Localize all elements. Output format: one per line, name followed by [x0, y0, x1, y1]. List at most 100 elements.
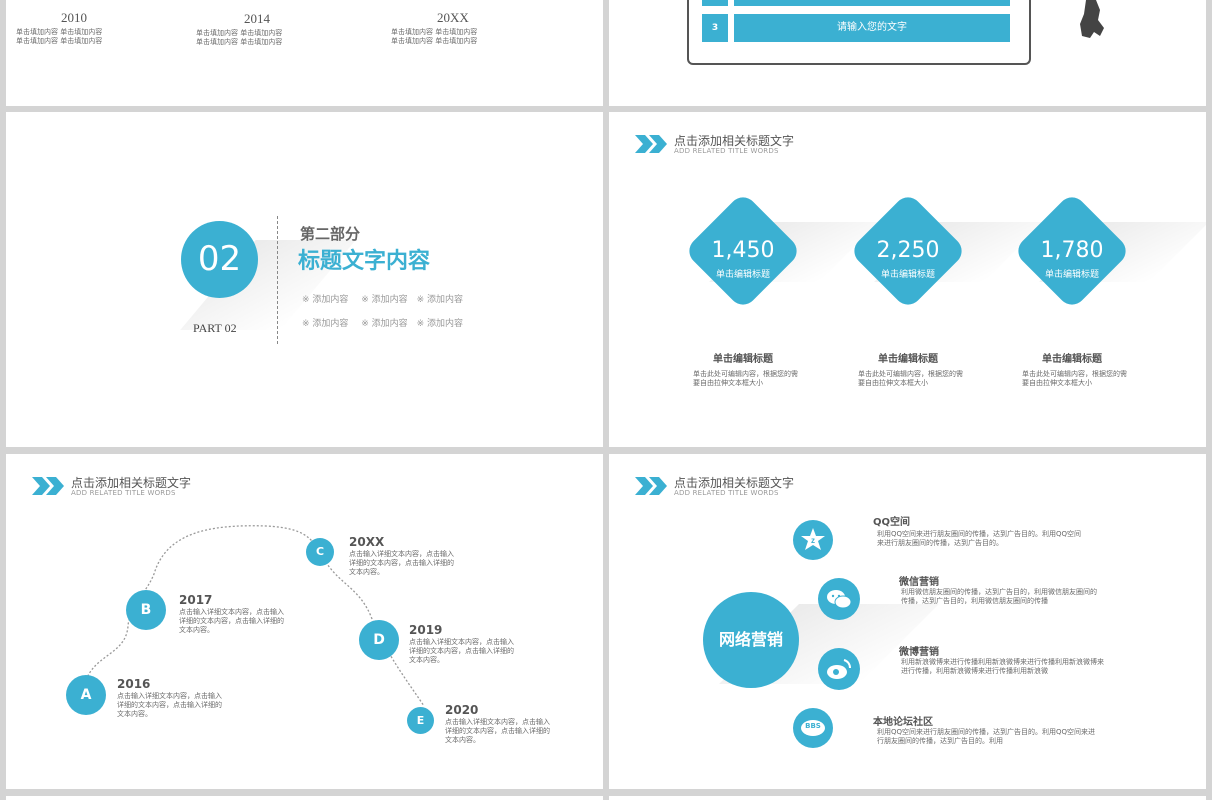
- slide-subtitle: ADD RELATED TITLE WORDS: [71, 489, 176, 497]
- stat-value: 1,780: [1040, 238, 1104, 263]
- marketing-item-desc: 利用微信朋友圈间的传播，达到广告目的，利用微信朋友圈间的 传播，达到广告目的，利…: [901, 588, 1097, 606]
- year-desc-line: 单击填加内容 单击填加内容: [391, 37, 478, 45]
- year-desc: 单击填加内容 单击填加内容 单击填加内容 单击填加内容: [196, 29, 282, 47]
- double-chevron-icon: [635, 477, 667, 495]
- year-desc: 单击填加内容 单击填加内容 单击填加内容 单击填加内容: [16, 28, 102, 46]
- slide-title: 点击添加相关标题文字: [71, 476, 192, 490]
- figure-silhouette-icon: [1080, 0, 1104, 38]
- slide-part-02[interactable]: 02 PART 02 第二部分 标题文字内容 ※ 添加内容 ※ 添加内容 ※ 添…: [6, 112, 603, 447]
- timeline-year: 2020: [445, 703, 479, 717]
- timeline-desc: 点击输入详细文本内容，点击输入 详细的文本内容，点击输入详细的 文本内容。: [179, 608, 284, 635]
- marketing-item-desc: 利用QQ空间来进行朋友圈间的传播，达到广告目的。利用QQ空间来进 行朋友圈间的传…: [877, 728, 1095, 746]
- timeline-desc-line: 点击输入详细文本内容，点击输入: [179, 608, 284, 616]
- content-item: ※ 添加内容: [361, 295, 408, 305]
- part-label: PART 02: [193, 321, 237, 335]
- stat-desc: 单击此处可编辑内容，根据您的需 要自由拉伸文本框大小: [693, 370, 798, 388]
- year-label: 2010: [61, 10, 87, 25]
- stat-desc-line: 要自由拉伸文本框大小: [1022, 379, 1092, 387]
- year-desc-line: 单击填加内容 单击填加内容: [391, 28, 478, 36]
- part-heading: 第二部分: [300, 225, 361, 243]
- vertical-divider: [277, 216, 278, 344]
- slide-subtitle: ADD RELATED TITLE WORDS: [674, 489, 779, 497]
- marketing-desc-line: 进行传播，利用新浪微博来进行传播利用新浪微: [901, 667, 1048, 675]
- bbs-label: BBS: [805, 722, 821, 730]
- stat-title: 单击编辑标题: [713, 354, 773, 365]
- table-cell-text: [734, 0, 1010, 6]
- timeline-desc-line: 文本内容。: [409, 656, 444, 664]
- stat-value: 2,250: [876, 238, 940, 263]
- weibo-icon: [818, 648, 860, 690]
- marketing-item-title: 微信营销: [899, 577, 939, 588]
- timeline-year: 2016: [117, 677, 151, 691]
- table-row-text: 请输入您的文字: [734, 14, 1010, 42]
- stat-value: 1,450: [711, 238, 775, 263]
- marketing-desc-line: 传播，达到广告目的，利用微信朋友圈间的传播: [901, 597, 1048, 605]
- timeline-desc-line: 详细的文本内容，点击输入详细的: [179, 617, 284, 625]
- content-items-row-2: ※ 添加内容 ※ 添加内容 ※ 添加内容: [302, 316, 463, 329]
- stat-label: 单击编辑标题: [1044, 270, 1099, 280]
- timeline-node-d: D: [359, 620, 399, 660]
- content-item: ※ 添加内容: [416, 295, 463, 305]
- timeline-desc-line: 详细的文本内容，点击输入详细的: [445, 727, 550, 735]
- timeline-desc-line: 详细的文本内容，点击输入详细的: [409, 647, 514, 655]
- timeline-node-b: B: [126, 590, 166, 630]
- timeline-year: 2017: [179, 593, 213, 607]
- center-circle: 网络营销: [703, 592, 799, 688]
- stat-desc: 单击此处可编辑内容，根据您的需 要自由拉伸文本框大小: [858, 370, 963, 388]
- timeline-node-a: A: [66, 675, 106, 715]
- marketing-item-desc: 利用QQ空间来进行朋友圈间的传播，达到广告目的。利用QQ空间 来进行朋友圈间的传…: [877, 530, 1081, 548]
- year-desc-line: 单击填加内容 单击填加内容: [196, 29, 283, 37]
- year-desc: 单击填加内容 单击填加内容 单击填加内容 单击填加内容: [391, 28, 477, 46]
- stat-desc-line: 要自由拉伸文本框大小: [693, 379, 763, 387]
- timeline-desc-line: 文本内容。: [179, 626, 214, 634]
- timeline-node-c: C: [306, 538, 334, 566]
- content-item: ※ 添加内容: [361, 319, 408, 329]
- marketing-desc-line: 利用QQ空间来进行朋友圈间的传播，达到广告目的。利用QQ空间来进: [877, 728, 1096, 736]
- stat-desc: 单击此处可编辑内容，根据您的需 要自由拉伸文本框大小: [1022, 370, 1127, 388]
- year-label: 20XX: [437, 10, 469, 25]
- timeline-desc: 点击输入详细文本内容，点击输入 详细的文本内容，点击输入详细的 文本内容。: [117, 692, 222, 719]
- timeline-desc-line: 点击输入详细文本内容，点击输入: [349, 550, 454, 558]
- stat-desc-line: 单击此处可编辑内容，根据您的需: [858, 370, 963, 378]
- timeline-desc-line: 详细的文本内容，点击输入详细的: [349, 559, 454, 567]
- timeline-desc: 点击输入详细文本内容，点击输入 详细的文本内容，点击输入详细的 文本内容。: [409, 638, 514, 665]
- slide-diamond-stats[interactable]: 点击添加相关标题文字 ADD RELATED TITLE WORDS 1,450…: [609, 112, 1206, 447]
- slide-table-illustration[interactable]: 3 请输入您的文字: [609, 0, 1206, 106]
- stat-title: 单击编辑标题: [1042, 354, 1102, 365]
- wechat-icon: [818, 578, 860, 620]
- marketing-desc-line: 来进行朋友圈间的传播，达到广告目的。: [877, 539, 1003, 547]
- marketing-item-title: 微博营销: [899, 647, 939, 658]
- stat-desc-line: 单击此处可编辑内容，根据您的需: [1022, 370, 1127, 378]
- marketing-desc-line: 行朋友圈间的传播，达到广告目的。利用: [877, 737, 1003, 745]
- year-group-3: 20XX 单击填加内容 单击填加内容 单击填加内容 单击填加内容: [391, 10, 477, 46]
- content-item: ※ 添加内容: [302, 319, 349, 329]
- timeline-desc-line: 点击输入详细文本内容，点击输入: [117, 692, 222, 700]
- double-chevron-icon: [32, 477, 64, 495]
- marketing-desc-line: 利用微信朋友圈间的传播，达到广告目的，利用微信朋友圈间的: [901, 588, 1097, 596]
- marketing-desc-line: 利用新浪微博来进行传播利用新浪微博来进行传播利用新浪微博来: [901, 658, 1104, 666]
- qzone-star-icon: z: [793, 520, 833, 560]
- slide-bottom-left-edge: [6, 796, 603, 800]
- timeline-path: [85, 525, 425, 707]
- timeline-node-e: E: [407, 707, 434, 734]
- marketing-item-desc: 利用新浪微博来进行传播利用新浪微博来进行传播利用新浪微博来 进行传播，利用新浪微…: [901, 658, 1104, 676]
- timeline-desc-line: 点击输入详细文本内容，点击输入: [445, 718, 550, 726]
- stat-label: 单击编辑标题: [880, 270, 935, 280]
- marketing-item-title: 本地论坛社区: [873, 717, 933, 728]
- part-number-circle: 02: [181, 221, 258, 298]
- timeline-desc-line: 文本内容。: [349, 568, 384, 576]
- slide-network-marketing[interactable]: 点击添加相关标题文字 ADD RELATED TITLE WORDS 网络营销 …: [609, 454, 1206, 789]
- svg-text:z: z: [811, 536, 815, 545]
- stat-desc-line: 要自由拉伸文本框大小: [858, 379, 928, 387]
- year-group-1: 2010 单击填加内容 单击填加内容 单击填加内容 单击填加内容: [16, 10, 102, 46]
- timeline-desc: 点击输入详细文本内容，点击输入 详细的文本内容，点击输入详细的 文本内容。: [445, 718, 550, 745]
- year-label: 2014: [244, 11, 270, 26]
- slide-timeline-nodes[interactable]: 点击添加相关标题文字 ADD RELATED TITLE WORDS A 201…: [6, 454, 603, 789]
- slide-bottom-right-edge: [609, 796, 1206, 800]
- slide-timeline-years[interactable]: 2010 单击填加内容 单击填加内容 单击填加内容 单击填加内容 2014 单击…: [6, 0, 603, 106]
- double-chevron-icon: [635, 135, 667, 153]
- slide-subtitle: ADD RELATED TITLE WORDS: [674, 147, 779, 155]
- timeline-year: 2019: [409, 623, 443, 637]
- content-item: ※ 添加内容: [416, 319, 463, 329]
- marketing-item-title: QQ空间: [873, 517, 911, 528]
